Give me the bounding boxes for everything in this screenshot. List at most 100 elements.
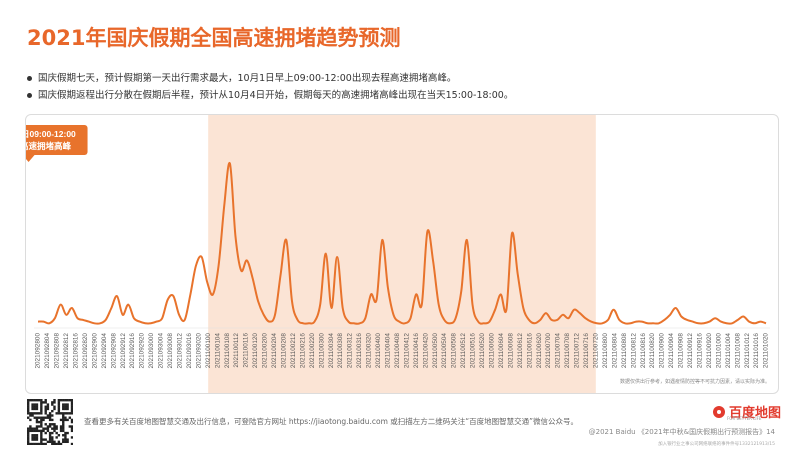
qr-module [64, 403, 67, 406]
x-tick-label: 2021100108 [224, 333, 231, 369]
qr-module [31, 427, 34, 430]
x-tick-label: 2021100116 [243, 333, 250, 368]
qr-module [53, 427, 56, 430]
bullet-text: 国庆假期返程出行分散在假期后半程，预计从10月4日开始，假期每天的高速拥堵高峰出… [38, 90, 514, 101]
qr-module [48, 436, 52, 439]
page-title: 2021年国庆假期全国高速拥堵趋势预测 [27, 26, 401, 50]
qr-module [33, 405, 36, 408]
qr-module [29, 399, 32, 402]
x-tick-label: 2021100216 [299, 333, 306, 369]
qr-module [35, 420, 39, 424]
qr-module [48, 414, 52, 417]
qr-module [64, 438, 67, 441]
qr-module [46, 416, 50, 419]
qr-module [64, 434, 67, 437]
qr-module [70, 405, 74, 408]
qr-module [57, 403, 61, 406]
qr-module [27, 416, 30, 419]
qr-module [51, 414, 54, 417]
x-tick-label: 2021101008 [734, 333, 741, 369]
qr-module [51, 418, 54, 422]
qr-module [27, 436, 30, 439]
x-tick-label: 2021100516 [470, 333, 477, 369]
qr-module [35, 434, 39, 437]
qr-module [70, 427, 74, 430]
x-tick-label: 2021093000 [148, 333, 155, 369]
qr-module [37, 416, 41, 419]
qr-module [27, 429, 30, 433]
qr-module [48, 440, 52, 444]
qr-module [31, 412, 34, 415]
qr-module [31, 399, 34, 402]
x-tick-label: 2021100808 [621, 333, 628, 369]
x-tick-label: 2021100800 [602, 333, 609, 369]
qr-module [66, 418, 69, 422]
qr-module [59, 399, 63, 402]
qr-module [66, 403, 69, 406]
qr-module [37, 412, 41, 415]
x-tick-label: 2021100320 [366, 333, 373, 369]
qr-module [70, 425, 74, 428]
qr-module [51, 442, 54, 446]
qr-module [37, 429, 41, 433]
x-tick-label: 2021100404 [385, 333, 392, 369]
qr-module [27, 434, 30, 437]
qr-module [57, 405, 61, 408]
qr-module [62, 420, 65, 424]
qr-module [40, 405, 43, 408]
qr-module [66, 407, 69, 411]
qr-module [64, 416, 67, 419]
qr-module [40, 429, 43, 433]
qr-module [57, 401, 61, 404]
qr-module [46, 429, 50, 433]
qr-module [57, 399, 61, 402]
qr-module [27, 412, 30, 415]
x-tick-label: 2021100204 [271, 333, 278, 369]
qr-module [55, 436, 58, 439]
qr-module [53, 442, 56, 446]
qr-module [27, 403, 30, 406]
qr-module [55, 412, 58, 415]
qr-module [35, 438, 39, 441]
qr-module [40, 425, 43, 428]
qr-module [53, 399, 56, 402]
logo-text: 百度地图 [729, 406, 782, 421]
qr-module [70, 412, 74, 415]
x-tick-label: 2021100600 [489, 333, 496, 369]
x-tick-label: 2021093020 [195, 333, 202, 369]
qr-module [48, 416, 52, 419]
x-tick-label: 2021092904 [101, 333, 108, 369]
x-tick-label: 2021100104 [214, 333, 221, 369]
x-tick-label: 2021100120 [252, 333, 259, 369]
qr-module [46, 405, 50, 408]
qr-module [51, 440, 54, 444]
qr-module [64, 431, 67, 435]
qr-module [55, 442, 58, 446]
x-tick-label: 2021092808 [54, 333, 61, 369]
x-tick-label: 2021100416 [413, 333, 420, 369]
qr-module [59, 418, 63, 422]
qr-module [62, 412, 65, 415]
qr-module [68, 412, 72, 415]
qr-module [62, 423, 65, 426]
qr-module [64, 399, 67, 402]
annotation-text: 预计10月1日09:00-12:00 [26, 129, 76, 139]
qr-module [29, 442, 32, 446]
qr-module [29, 414, 32, 417]
x-tick-label: 2021100612 [517, 333, 524, 369]
x-tick-label: 2021100304 [328, 333, 335, 369]
qr-module [37, 425, 41, 428]
annotation-box [26, 125, 88, 155]
qr-module [42, 442, 45, 446]
qr-module [68, 399, 72, 402]
qr-module [40, 436, 43, 439]
qr-module [51, 431, 54, 435]
x-tick-label: 2021100620 [536, 333, 543, 369]
qr-code[interactable] [27, 399, 74, 446]
qr-module [35, 436, 39, 439]
x-tick-label: 2021092900 [91, 333, 98, 369]
qr-module [68, 425, 72, 428]
qr-module [64, 405, 67, 408]
qr-module [70, 409, 74, 413]
x-tick-label: 2021100512 [460, 333, 467, 369]
